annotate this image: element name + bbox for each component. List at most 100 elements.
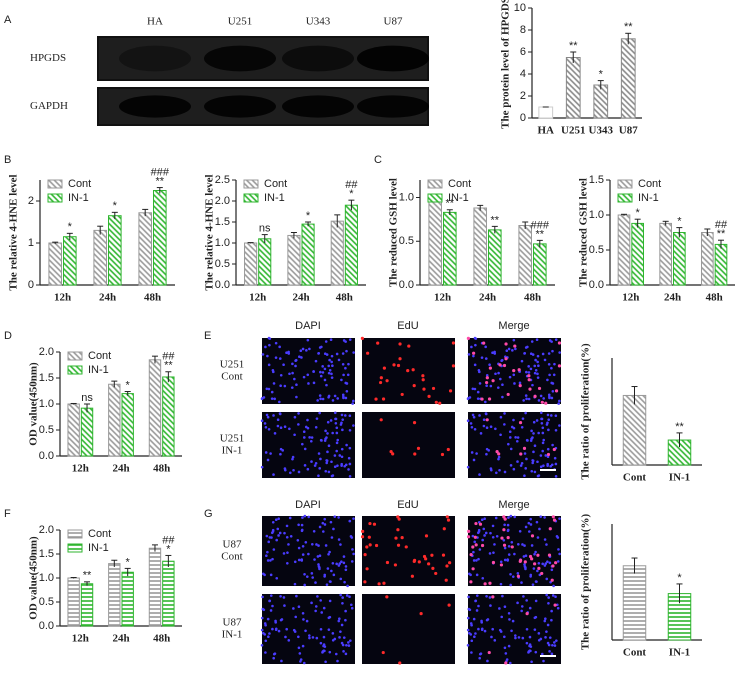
nucleus [285,535,289,539]
nucleus [328,550,331,554]
edu-cell [482,341,486,345]
x-tick-label: 24h [292,292,309,304]
nucleus [347,362,350,366]
nucleus [478,382,482,385]
nucleus [310,436,314,439]
edu-cell [553,603,557,607]
nucleus [311,542,314,546]
nucleus [314,425,318,429]
nucleus [307,552,310,556]
nucleus [341,643,345,647]
nucleus [321,397,325,401]
nucleus [531,583,535,586]
edu-cell [474,521,478,526]
nucleus [338,454,342,457]
nucleus [308,347,311,351]
edu-cell [412,384,416,388]
x-tick-label: 24h [664,292,681,304]
nucleus [310,572,314,575]
edu-cell [527,378,531,382]
nucleus [510,541,514,544]
nucleus [474,337,478,340]
bar [443,211,457,286]
legend-label: IN-1 [448,192,469,204]
edu-cell [472,351,476,355]
microscopy-image [468,412,561,478]
nucleus [508,436,512,439]
nucleus [536,474,540,478]
nucleus [337,619,341,623]
nucleus [551,643,554,647]
nucleus [524,467,527,470]
y-axis-label: The reduced GSH level [388,178,400,287]
nucleus [524,411,527,415]
nucleus [317,474,320,478]
nucleus [492,551,495,554]
nucleus [475,559,478,562]
edu-cell [554,389,559,393]
nucleus [527,371,531,374]
x-tick-label: 48h [524,292,541,304]
edu-cell [379,380,383,385]
y-tick-label: 0 [520,112,526,124]
x-tick-label: 12h [622,292,639,304]
significance-label: * [599,69,604,81]
significance-label: ** [446,198,455,210]
nucleus [536,536,540,539]
x-tick-label: IN-1 [669,472,690,484]
nucleus [512,338,516,342]
nucleus [554,428,558,432]
nucleus [261,595,264,599]
edu-cell [491,595,495,599]
bar [80,407,94,457]
nucleus [293,582,297,586]
nucleus [332,573,336,577]
microscopy-image [262,516,355,586]
nucleus [293,433,296,437]
nucleus [540,421,544,425]
nucleus [503,558,507,562]
edu-cell [385,595,389,599]
bar [121,571,134,627]
y-tick-label: 2.5 [215,174,230,186]
nucleus [310,439,313,443]
nucleus [312,381,316,385]
nucleus [346,373,350,377]
y-tick-label: 1.0 [215,237,230,249]
nucleus [297,558,301,562]
nucleus [294,615,298,619]
nucleus [334,421,338,425]
nucleus [301,611,305,615]
nucleus [506,523,510,527]
edu-cell [557,364,562,368]
y-tick-label: 1.5 [39,548,54,560]
edu-cell [487,650,491,655]
nucleus [287,543,290,546]
nucleus [341,362,345,366]
nucleus [520,425,524,429]
nucleus [265,413,269,417]
nucleus [340,378,343,382]
nucleus [466,643,470,647]
x-tick-label: 12h [249,292,266,304]
significance-label: ** [83,570,92,582]
nucleus [284,468,287,472]
nucleus [524,567,527,571]
image-row-label: Cont [221,371,242,383]
nucleus [542,464,545,467]
edu-cell [510,545,514,549]
legend-swatch [67,365,83,375]
nucleus [523,563,526,566]
nucleus [499,560,503,564]
nucleus [287,639,291,642]
bar [48,242,63,286]
nucleus [342,636,346,639]
edu-cell [417,560,421,564]
nucleus [320,345,323,349]
legend-swatch [617,193,633,203]
nucleus [339,543,342,546]
nucleus [477,627,480,631]
nucleus [291,362,294,366]
nucleus [300,558,304,561]
